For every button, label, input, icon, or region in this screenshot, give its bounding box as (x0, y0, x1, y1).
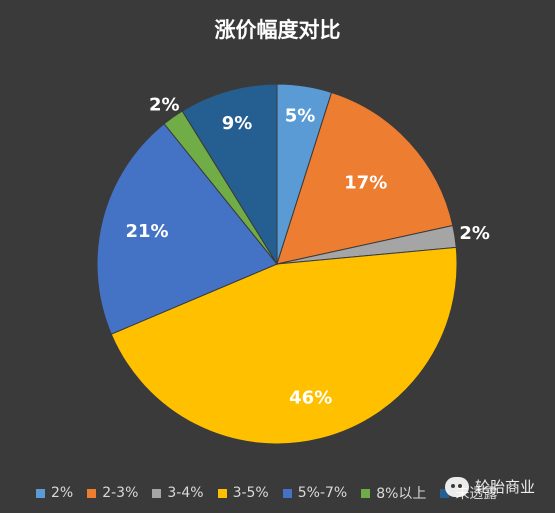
legend-label: 5%-7% (297, 485, 348, 501)
data-label: 2% (459, 223, 490, 244)
legend-swatch (282, 488, 292, 498)
data-label: 2% (149, 94, 180, 115)
legend-item-8pct-plus: 8%以上 (361, 483, 426, 503)
legend-label: 3-4% (167, 485, 204, 501)
legend-item-2-3pct: 2-3% (87, 485, 138, 501)
legend-swatch (361, 488, 371, 498)
legend-item-3-4pct: 3-4% (152, 485, 204, 501)
legend-label: 8%以上 (376, 486, 427, 502)
data-label: 46% (289, 387, 332, 408)
slice-3-5pct (110, 246, 458, 445)
legend-item-2pct: 2% (36, 485, 73, 501)
legend-swatch (217, 488, 227, 498)
slice-undisclosed (181, 83, 278, 266)
chart-title: 涨价幅度对比 (214, 18, 341, 42)
slice-5-7pct (96, 123, 278, 335)
legend-swatch (36, 488, 45, 498)
legend-item-5-7pct: 5%-7% (282, 485, 348, 501)
legend-label: 2% (51, 485, 74, 501)
legend-swatch (440, 488, 450, 498)
data-label: 17% (344, 173, 387, 194)
watermark: 轮胎商业 (444, 476, 535, 497)
wechat-icon (444, 476, 469, 497)
watermark-text: 轮胎商业 (474, 478, 535, 496)
slice-2-3pct (276, 91, 454, 265)
chart-legend: 2% 2-3% 3-4% 3-5% 5%-7% 8%以上 未透露 (36, 483, 497, 503)
legend-label: 2-3% (102, 485, 139, 501)
legend-swatch (87, 488, 97, 498)
legend-label: 3-5% (232, 485, 269, 501)
legend-item-3-5pct: 3-5% (217, 485, 269, 501)
data-label: 9% (222, 113, 253, 134)
data-label: 5% (285, 105, 316, 126)
legend-swatch (152, 488, 162, 498)
data-label: 21% (125, 221, 168, 242)
